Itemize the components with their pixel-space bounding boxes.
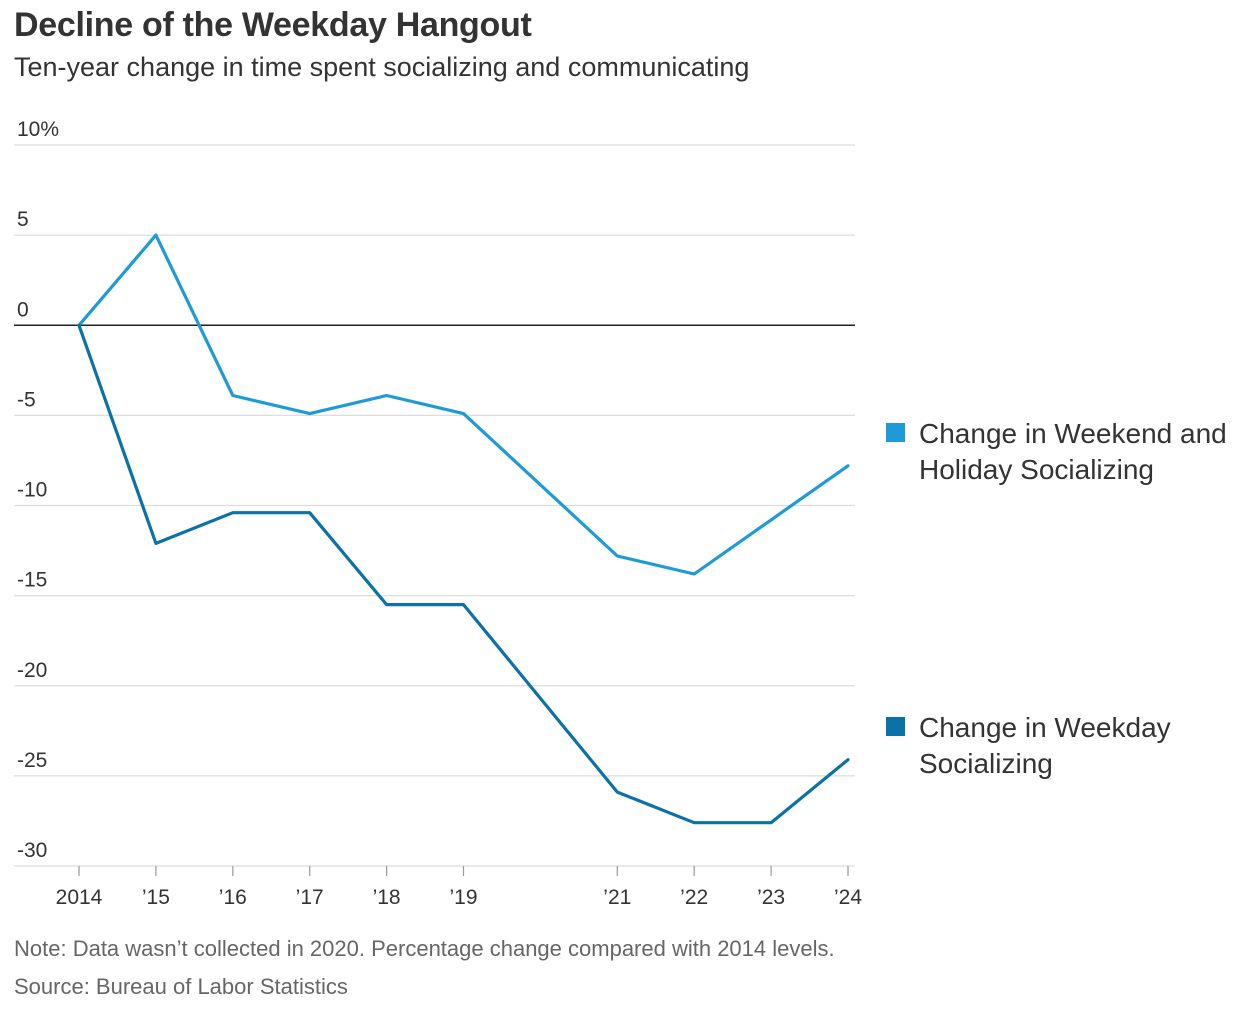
y-tick-label: 0: [17, 298, 29, 321]
chart-source: Source: Bureau of Labor Statistics: [14, 974, 348, 999]
x-tick-label: 2014: [56, 886, 103, 909]
weekend-series-line: [77, 233, 850, 576]
x-tick-label: ’15: [142, 886, 170, 909]
legend-label-weekday: Change in Weekday: [919, 712, 1171, 743]
x-tick-label: ’21: [603, 886, 631, 909]
y-tick-label: 10%: [17, 118, 59, 141]
x-tick-label: ’18: [373, 886, 401, 909]
weekday-series-line: [77, 323, 850, 825]
x-tick-label: ’19: [449, 886, 477, 909]
legend-swatch-weekday: [886, 717, 905, 736]
y-tick-label: -10: [17, 479, 47, 502]
y-tick-label: -15: [17, 569, 47, 592]
line-chart: 10% 5 0 -5 -10 -15 -20 -25 -30 2014 ’15 ’16 ’17 ’18 ’1…: [14, 118, 1227, 909]
chart-title: Decline of the Weekday Hangout: [14, 6, 532, 44]
y-tick-label: -30: [17, 839, 47, 862]
legend-swatch-weekend: [886, 423, 905, 442]
x-tick-label: ’22: [680, 886, 708, 909]
legend-label-weekend: Holiday Socializing: [919, 454, 1154, 485]
y-tick-label: -5: [17, 388, 36, 411]
x-tick-label: ’24: [834, 886, 862, 909]
chart-note: Note: Data wasn’t collected in 2020. Per…: [14, 936, 835, 961]
x-tick-label: ’17: [296, 886, 324, 909]
legend-label-weekend: Change in Weekend and: [919, 418, 1227, 449]
y-tick-label: 5: [17, 208, 29, 231]
legend-label-weekday: Socializing: [919, 748, 1053, 779]
x-tick-label: ’16: [219, 886, 247, 909]
y-tick-label: -25: [17, 749, 47, 772]
y-tick-label: -20: [17, 659, 47, 682]
chart-subtitle: Ten-year change in time spent socializin…: [14, 52, 750, 82]
x-tick-label: ’23: [757, 886, 785, 909]
